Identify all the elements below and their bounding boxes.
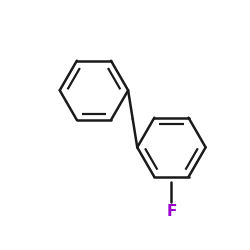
Text: F: F xyxy=(166,204,176,219)
